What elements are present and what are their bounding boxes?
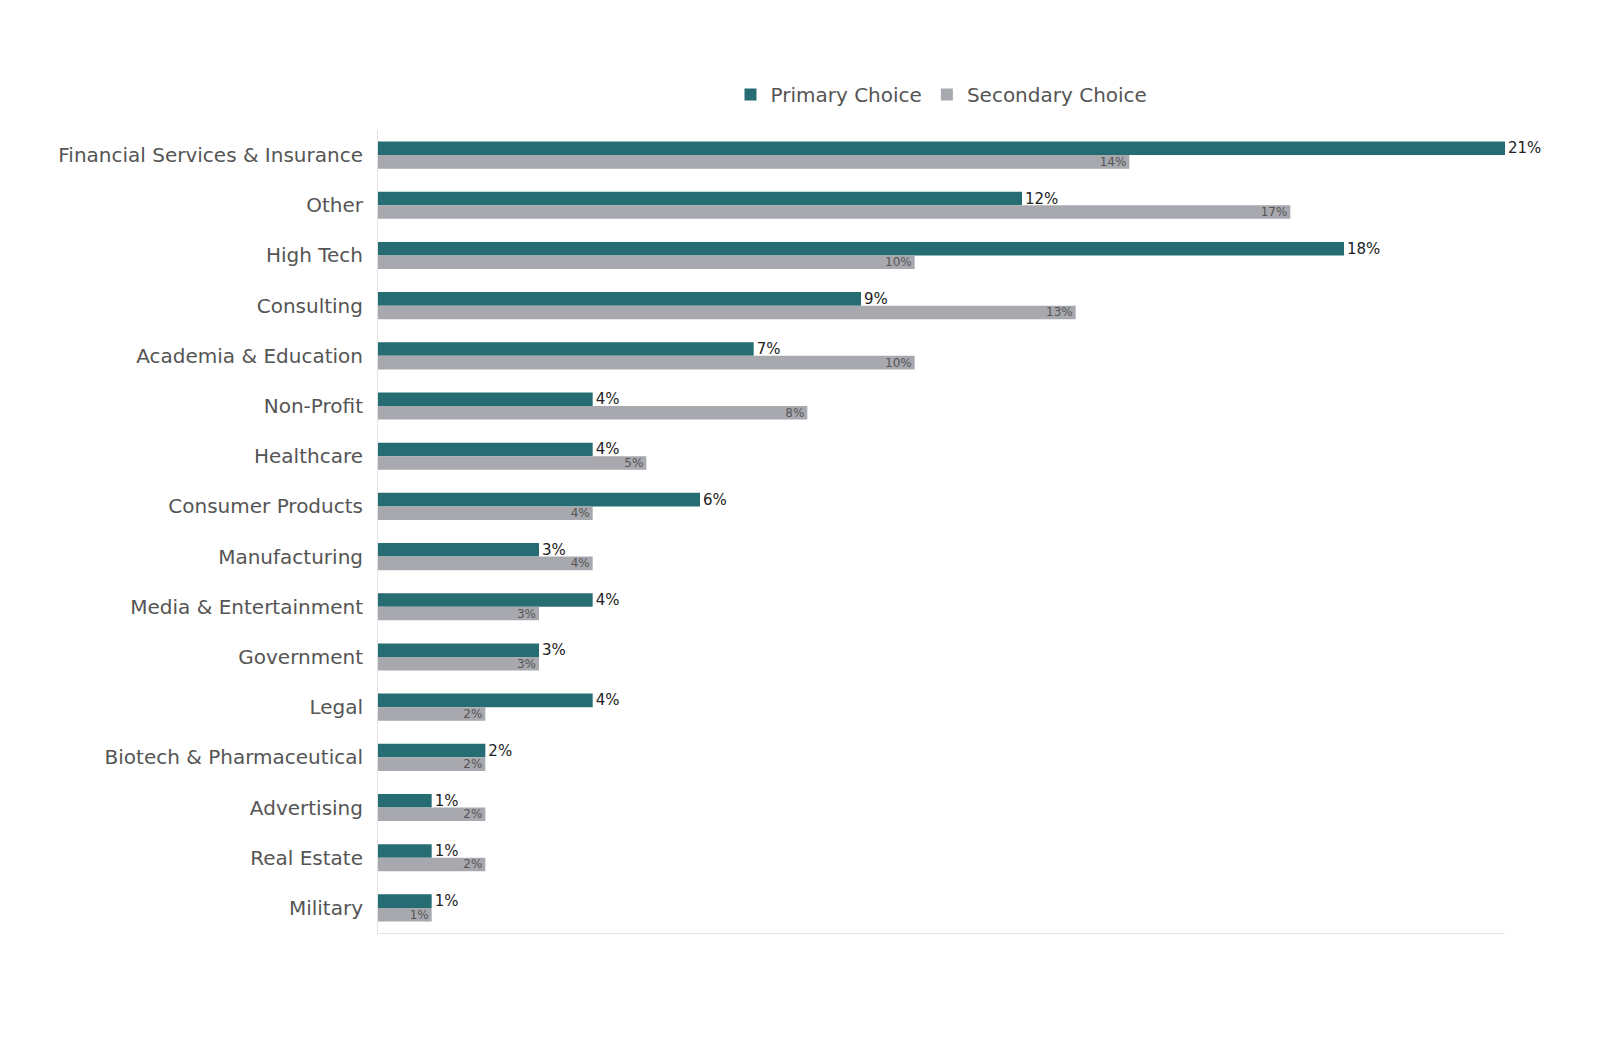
svg-text:High Tech: High Tech bbox=[266, 243, 363, 267]
svg-text:Financial Services & Insurance: Financial Services & Insurance bbox=[58, 143, 363, 167]
svg-text:Manufacturing: Manufacturing bbox=[218, 545, 363, 569]
svg-text:Media & Entertainment: Media & Entertainment bbox=[130, 595, 363, 619]
svg-text:2%: 2% bbox=[463, 857, 482, 871]
svg-text:1%: 1% bbox=[435, 892, 459, 910]
svg-text:2%: 2% bbox=[463, 707, 482, 721]
svg-text:1%: 1% bbox=[435, 842, 459, 860]
svg-text:Secondary Choice: Secondary Choice bbox=[967, 83, 1147, 107]
svg-text:Academia & Education: Academia & Education bbox=[136, 344, 363, 368]
svg-text:7%: 7% bbox=[757, 340, 781, 358]
svg-text:3%: 3% bbox=[542, 541, 566, 559]
svg-text:10%: 10% bbox=[885, 255, 912, 269]
svg-text:18%: 18% bbox=[1347, 240, 1380, 258]
svg-text:4%: 4% bbox=[571, 556, 590, 570]
svg-text:14%: 14% bbox=[1100, 155, 1127, 169]
svg-text:4%: 4% bbox=[596, 440, 620, 458]
svg-text:6%: 6% bbox=[703, 491, 727, 509]
svg-text:Primary Choice: Primary Choice bbox=[771, 83, 922, 107]
svg-text:4%: 4% bbox=[596, 390, 620, 408]
svg-text:Consulting: Consulting bbox=[257, 294, 363, 318]
svg-text:21%: 21% bbox=[1508, 139, 1541, 157]
svg-text:Government: Government bbox=[238, 645, 363, 669]
svg-text:2%: 2% bbox=[463, 807, 482, 821]
svg-text:Biotech & Pharmaceutical: Biotech & Pharmaceutical bbox=[105, 745, 363, 769]
svg-text:9%: 9% bbox=[864, 290, 888, 308]
svg-text:Real Estate: Real Estate bbox=[250, 846, 363, 870]
svg-text:Legal: Legal bbox=[309, 695, 363, 719]
svg-text:1%: 1% bbox=[410, 908, 429, 922]
svg-text:Healthcare: Healthcare bbox=[254, 444, 363, 468]
svg-text:Non-Profit: Non-Profit bbox=[264, 394, 363, 418]
svg-text:4%: 4% bbox=[571, 506, 590, 520]
svg-text:1%: 1% bbox=[435, 792, 459, 810]
svg-text:Military: Military bbox=[289, 896, 363, 920]
svg-text:10%: 10% bbox=[885, 356, 912, 370]
svg-text:Other: Other bbox=[306, 193, 364, 217]
svg-text:13%: 13% bbox=[1046, 305, 1073, 319]
svg-text:2%: 2% bbox=[463, 757, 482, 771]
svg-text:3%: 3% bbox=[542, 641, 566, 659]
svg-text:3%: 3% bbox=[517, 657, 536, 671]
svg-text:3%: 3% bbox=[517, 607, 536, 621]
svg-text:17%: 17% bbox=[1261, 205, 1288, 219]
svg-text:Advertising: Advertising bbox=[250, 796, 363, 820]
svg-text:Consumer Products: Consumer Products bbox=[168, 494, 363, 518]
svg-text:5%: 5% bbox=[624, 456, 643, 470]
svg-text:4%: 4% bbox=[596, 691, 620, 709]
svg-text:8%: 8% bbox=[785, 406, 804, 420]
svg-text:2%: 2% bbox=[488, 742, 512, 760]
svg-text:12%: 12% bbox=[1025, 190, 1058, 208]
svg-text:4%: 4% bbox=[596, 591, 620, 609]
